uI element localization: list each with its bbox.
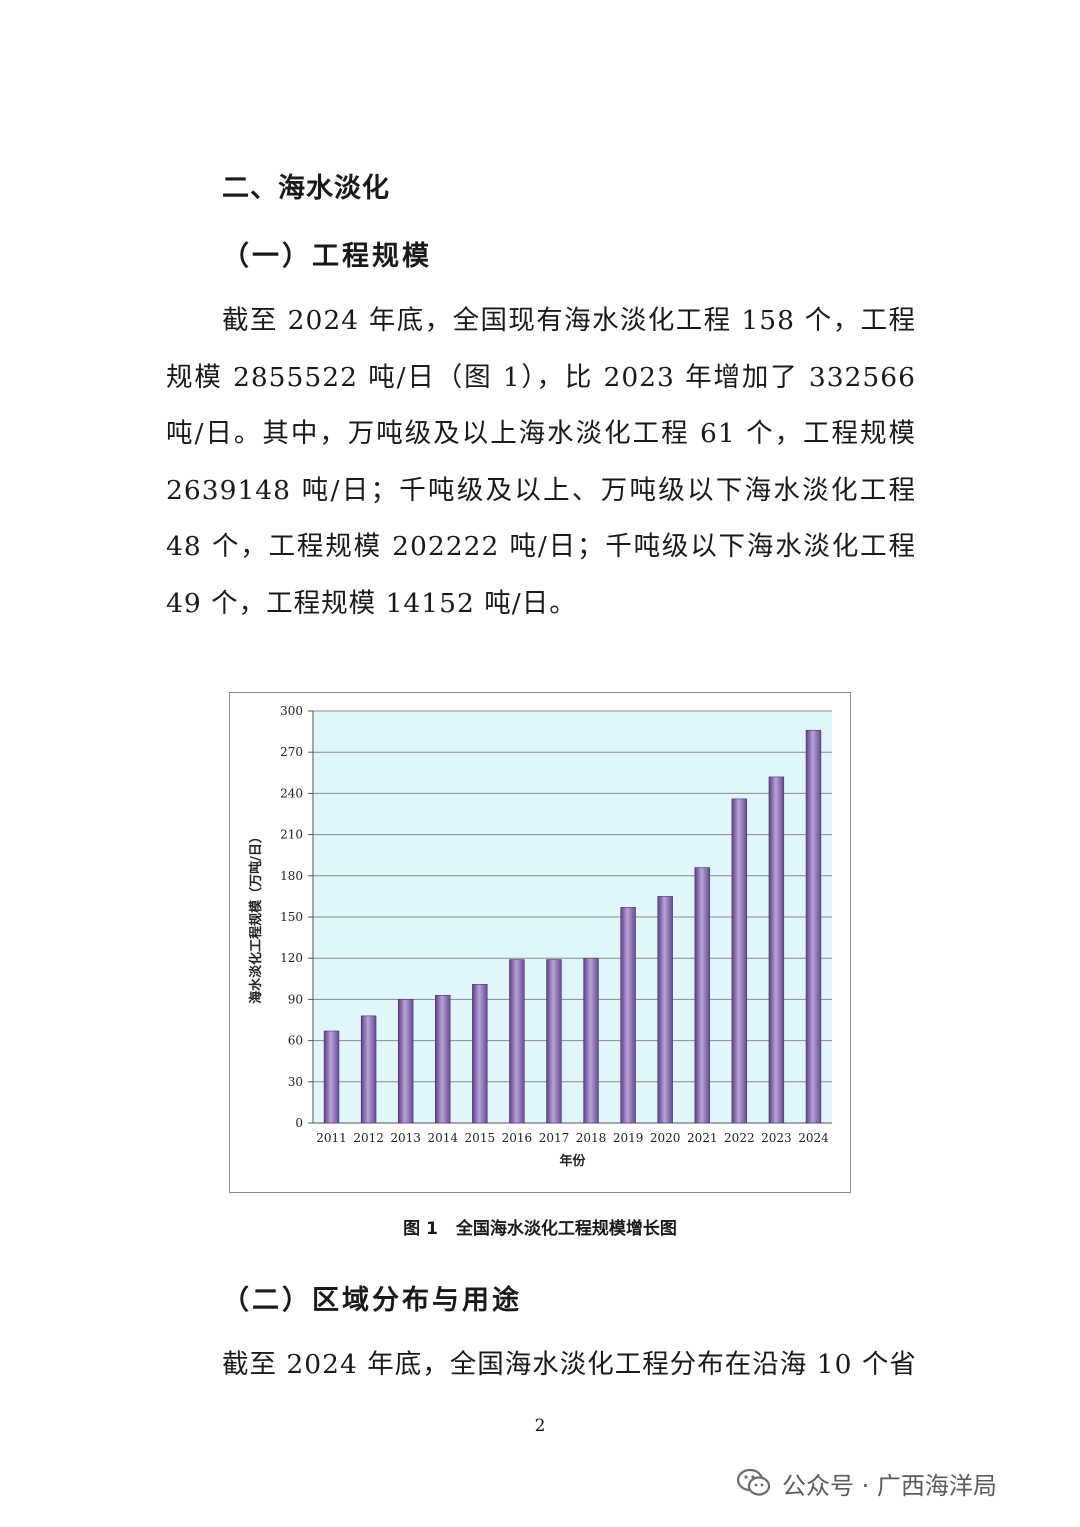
wechat-icon [736,1468,771,1496]
y-tick-label: 300 [280,704,303,718]
bar-2016 [509,959,525,1124]
figure-caption-text: 全国海水淡化工程规模增长图 [455,1219,677,1239]
y-tick-label: 60 [288,1034,303,1048]
y-tick-label: 0 [295,1116,303,1130]
x-tick-label: 2011 [316,1131,347,1145]
section-heading: 二、海水淡化 [222,173,390,204]
x-tick-label: 2015 [465,1131,496,1145]
x-tick-label: 2020 [650,1131,681,1145]
figure-number: 图 1 [403,1219,438,1239]
bar-2020 [657,896,673,1124]
bar-2013 [397,999,414,1124]
x-tick-label: 2024 [798,1131,829,1145]
y-tick-label: 210 [280,828,303,842]
bar-2018 [583,957,599,1124]
y-tick-label: 150 [280,910,303,924]
x-tick-label: 2022 [724,1131,755,1145]
watermark: 公众号 · 广西海洋局 [736,1463,997,1503]
bar-chart: 0 30 60 90 120 150 180 210 240 270 300 2011 2012 2013… [248,704,832,1169]
x-tick-label: 2018 [576,1131,607,1145]
bar-2011 [323,1030,340,1124]
paragraph-distribution: 截至 2024 年底，全国海水淡化工程分布在沿海 10 个省 [222,1349,916,1380]
paragraph-scale: 截至 2024 年底，全国现有海水淡化工程 158 个，工程规模 2855522… [166,305,916,619]
y-tick-label: 180 [280,869,303,883]
bar-2022 [731,798,748,1124]
bar-2012 [360,1015,377,1124]
x-tick-label: 2014 [427,1131,458,1145]
x-tick-label: 2012 [353,1131,384,1145]
watermark-text: 公众号 · 广西海洋局 [782,1471,997,1500]
x-tick-label: 2017 [539,1131,570,1145]
y-axis-label: 海水淡化工程规模（万吨/日） [248,830,264,1004]
chart-figure: 0 30 60 90 120 150 180 210 240 270 300 2011 2012 2013… [229,692,851,1193]
subsection-heading-scale: （一）工程规模 [222,241,432,272]
bar-2019 [620,907,636,1124]
y-tick-label: 240 [280,786,303,800]
y-tick-label: 30 [288,1075,303,1089]
x-tick-label: 2019 [613,1131,644,1145]
bar-2023 [768,776,785,1124]
x-tick-label: 2016 [502,1131,533,1145]
bar-2024 [805,729,822,1124]
x-tick-label: 2023 [761,1131,792,1145]
bar-2015 [472,983,488,1124]
y-tick-label: 270 [280,745,303,759]
page-number: 2 [534,1416,546,1436]
x-tick-label: 2013 [390,1131,421,1145]
bar-2017 [546,959,562,1124]
x-tick-label: 2021 [687,1131,718,1145]
y-tick-label: 120 [280,951,303,965]
subsection-heading-distribution: （二）区域分布与用途 [222,1285,522,1316]
bar-2014 [435,994,451,1124]
bar-2021 [694,867,710,1124]
y-tick-label: 90 [288,992,303,1006]
figure-caption: 图 1 全国海水淡化工程规模增长图 [0,1214,1080,1239]
x-axis-label: 年份 [559,1153,586,1169]
